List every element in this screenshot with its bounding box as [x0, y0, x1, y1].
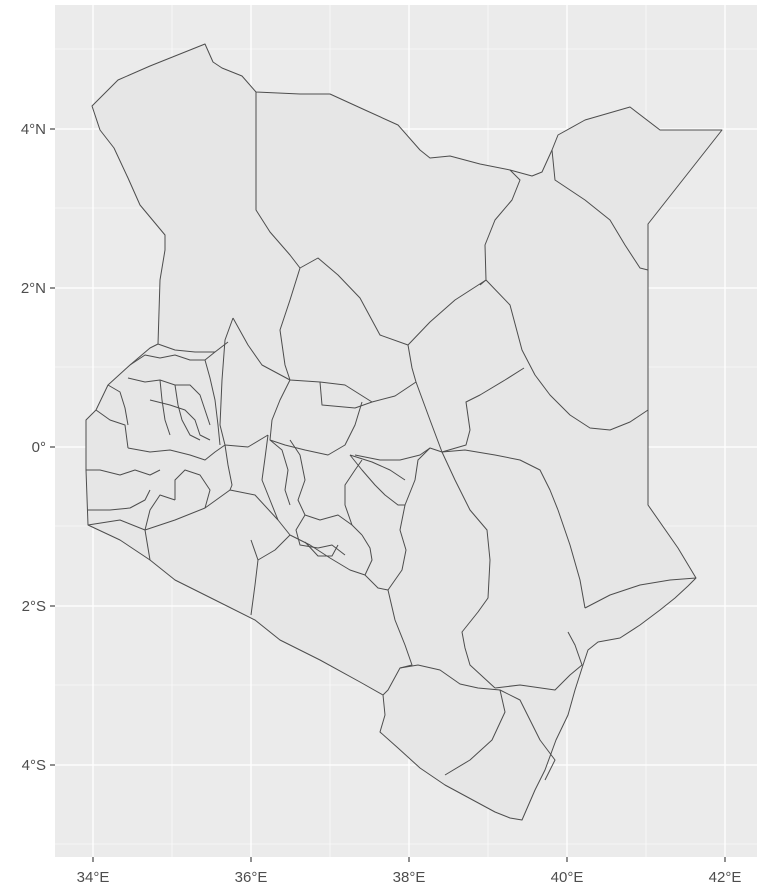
border-embu: [349, 454, 405, 506]
border-kilifi: [494, 631, 583, 691]
y-axis-labels: 4°N 2°N 0° 2°S 4°S: [21, 121, 46, 774]
y-tick-label: 2°N: [21, 280, 46, 297]
border-nairobi: [304, 541, 339, 557]
border-siaya: [95, 409, 129, 449]
x-axis-labels: 34°E 36°E 38°E 40°E 42°E: [77, 869, 742, 886]
border-bomet: [174, 469, 211, 509]
border-elgeyo: [204, 359, 221, 446]
border-busia: [107, 384, 129, 426]
x-tick-label: 42°E: [709, 869, 742, 886]
x-tick-label: 36°E: [235, 869, 268, 886]
border-marsabit-isiolo: [407, 279, 487, 383]
y-tick-label: 4°N: [21, 121, 46, 138]
border-kericho: [224, 444, 233, 491]
border-narok: [144, 489, 291, 561]
border-homa-bay: [86, 469, 161, 476]
border-lamu: [584, 577, 697, 609]
border-mandera-wajir: [551, 149, 649, 271]
border-kajiado-narok: [250, 539, 259, 616]
axis-ticks: [50, 128, 726, 862]
county-borders: [86, 92, 697, 781]
border-machakos: [289, 534, 389, 591]
border-kakamega: [127, 377, 211, 426]
y-tick-label: 0°: [32, 439, 46, 456]
border-baringo: [219, 317, 269, 448]
y-tick-label: 2°S: [22, 598, 46, 615]
border-kajiado-machakos: [257, 534, 291, 561]
kenya-outline: [85, 43, 723, 821]
border-uasin-gishu: [174, 384, 201, 441]
border-taita: [399, 664, 506, 776]
x-tick-label: 38°E: [393, 869, 426, 886]
border-kitui-tana: [441, 449, 586, 609]
border-nyandarua: [269, 439, 291, 506]
border-migori-south: [87, 519, 146, 531]
x-tick-label: 34°E: [77, 869, 110, 886]
border-kisii: [144, 494, 176, 531]
border-laikipia: [319, 381, 373, 409]
border-trans-nzoia: [157, 343, 215, 353]
border-makueni: [382, 589, 413, 696]
border-bungoma: [129, 341, 229, 366]
border-kisumu: [127, 444, 226, 461]
border-kwale: [499, 689, 556, 781]
border-wajir-garissa: [485, 279, 649, 431]
border-nandi: [159, 379, 171, 436]
border-nakuru: [261, 434, 279, 521]
border-tana-inner: [349, 454, 406, 481]
border-kiambu: [361, 534, 373, 576]
kenya-map: [85, 43, 723, 821]
border-kirinyaga: [344, 459, 363, 526]
x-tick-label: 40°E: [551, 869, 584, 886]
border-vihiga: [149, 399, 211, 441]
border-isiolo-garissa: [441, 367, 525, 453]
border-migori: [88, 489, 151, 511]
border-samburu: [299, 257, 409, 346]
border-tharaka: [354, 447, 431, 461]
y-tick-label: 4°S: [22, 757, 46, 774]
